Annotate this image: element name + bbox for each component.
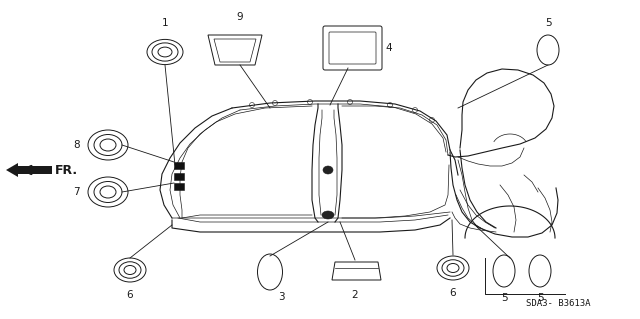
Text: 3: 3 bbox=[278, 292, 285, 302]
Text: 1: 1 bbox=[162, 18, 168, 28]
Ellipse shape bbox=[323, 166, 333, 174]
Bar bbox=[174, 183, 184, 190]
Text: 9: 9 bbox=[237, 12, 243, 22]
Text: 5: 5 bbox=[537, 293, 543, 303]
Text: 6: 6 bbox=[127, 290, 133, 300]
Text: 2: 2 bbox=[352, 290, 358, 300]
Text: 6: 6 bbox=[450, 288, 456, 298]
FancyArrow shape bbox=[6, 163, 52, 177]
Text: FR.: FR. bbox=[55, 164, 78, 176]
Text: 5: 5 bbox=[545, 18, 551, 28]
Bar bbox=[174, 162, 184, 169]
Ellipse shape bbox=[322, 211, 334, 219]
Text: 4: 4 bbox=[385, 43, 392, 53]
Text: SDA3- B3613A: SDA3- B3613A bbox=[525, 299, 590, 308]
Text: 5: 5 bbox=[500, 293, 508, 303]
Text: 7: 7 bbox=[74, 187, 80, 197]
Text: 8: 8 bbox=[74, 140, 80, 150]
Bar bbox=[174, 173, 184, 180]
